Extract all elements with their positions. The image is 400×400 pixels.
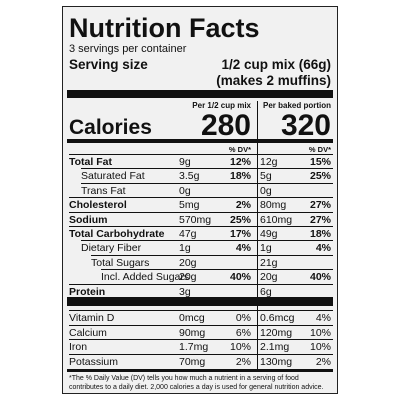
nutrient-name: Vitamin D <box>69 312 115 324</box>
thin-rule <box>69 283 333 285</box>
nutrition-label: Nutrition Facts 3 servings per container S… <box>62 6 338 394</box>
nutrient-name: Total Fat <box>69 156 112 168</box>
amount: 12g <box>260 156 278 168</box>
daily-value: 6% <box>235 326 251 339</box>
nutrient-name: Iron <box>69 341 88 354</box>
calories-label: Calories <box>69 116 152 139</box>
serving-size: 1/2 cup mix (66g) <box>221 57 331 72</box>
thin-rule <box>69 310 333 311</box>
daily-value: 4% <box>315 242 331 255</box>
daily-value: 18% <box>309 228 331 240</box>
amount: 1g <box>179 242 191 255</box>
daily-value: 18% <box>229 170 251 183</box>
daily-value: 2% <box>235 199 251 212</box>
amount: 1.7mg <box>179 341 209 354</box>
amount: 5mg <box>179 199 200 212</box>
daily-value: 40% <box>309 271 331 284</box>
daily-value: 10% <box>309 326 331 339</box>
thin-rule <box>69 197 333 199</box>
amount: 570mg <box>179 213 212 226</box>
thick-rule <box>67 90 333 98</box>
amount: 20g <box>179 271 197 284</box>
daily-value: 0% <box>235 312 251 324</box>
thin-rule <box>81 168 333 170</box>
divider <box>257 101 258 371</box>
amount: 80mg <box>260 199 287 212</box>
amount: 47g <box>179 228 197 240</box>
thin-rule <box>81 240 333 242</box>
thin-rule <box>69 339 333 341</box>
daily-value: 27% <box>309 213 331 226</box>
amount: 0.6mcg <box>260 312 295 324</box>
daily-value: 2% <box>315 355 331 368</box>
nutrient-name: Total Carbohydrate <box>69 228 165 240</box>
amount: 3.5g <box>179 170 200 183</box>
nutrient-name: Potassium <box>69 355 119 368</box>
nutrient-name: Cholesterol <box>69 199 127 212</box>
amount: 90mg <box>179 326 206 339</box>
nutrient-name: Saturated Fat <box>81 170 145 183</box>
daily-value: 10% <box>229 341 251 354</box>
amount: 5g <box>260 170 272 183</box>
nutrient-name: Total Sugars <box>91 256 150 269</box>
daily-value: 4% <box>235 242 251 255</box>
daily-value: 25% <box>229 213 251 226</box>
calories-value: 280 <box>200 109 251 142</box>
footnote: *The % Daily Value (DV) tells you how mu… <box>69 375 324 391</box>
amount: 49g <box>260 228 278 240</box>
nutrient-name: Calcium <box>69 326 107 339</box>
medium-rule <box>67 369 333 372</box>
amount: 21g <box>260 256 278 269</box>
serving-size-label: Serving size <box>69 57 148 72</box>
daily-value: 25% <box>309 170 331 183</box>
thin-rule <box>69 226 333 227</box>
nutrient-name: Incl. Added Sugars <box>101 271 190 284</box>
thin-rule <box>101 269 333 271</box>
serving-size: (makes 2 muffins) <box>216 73 331 88</box>
daily-value: 4% <box>315 312 331 324</box>
dv-header: % DV* <box>228 145 251 154</box>
thin-rule <box>69 353 333 355</box>
thin-rule <box>69 324 333 326</box>
column-header: Per baked portion <box>262 101 331 110</box>
nutrient-name: Protein <box>69 285 106 298</box>
calories-value: 320 <box>280 109 331 142</box>
daily-value: 27% <box>309 199 331 212</box>
daily-value: 40% <box>229 271 251 284</box>
amount: 20g <box>179 256 197 269</box>
title: Nutrition Facts <box>69 13 260 43</box>
thick-rule <box>67 297 333 306</box>
amount: 120mg <box>260 326 293 339</box>
column-header: Per 1/2 cup mix <box>192 101 251 110</box>
amount: 70mg <box>179 355 206 368</box>
amount: 0g <box>260 184 272 197</box>
daily-value: 2% <box>235 355 251 368</box>
daily-value: 15% <box>309 156 331 168</box>
daily-value: 10% <box>309 341 331 354</box>
nutrient-name: Trans Fat <box>81 184 126 197</box>
thin-rule <box>81 182 333 184</box>
nutrient-name: Sodium <box>69 213 108 226</box>
medium-rule <box>67 139 333 143</box>
amount: 6g <box>260 285 272 298</box>
amount: 610mg <box>260 213 293 226</box>
thin-rule <box>69 154 333 155</box>
amount: 20g <box>260 271 278 284</box>
daily-value: 17% <box>229 228 251 240</box>
thin-rule <box>69 211 333 213</box>
nutrient-name: Dietary Fiber <box>81 242 142 255</box>
amount: 0g <box>179 184 191 197</box>
amount: 9g <box>179 156 191 168</box>
servings: 3 servings per container <box>69 43 187 55</box>
amount: 2.1mg <box>260 341 290 354</box>
amount: 130mg <box>260 355 293 368</box>
amount: 3g <box>179 285 191 298</box>
amount: 0mcg <box>179 312 205 324</box>
dv-header: % DV* <box>308 145 331 154</box>
amount: 1g <box>260 242 272 255</box>
thin-rule <box>91 254 333 256</box>
daily-value: 12% <box>229 156 251 168</box>
